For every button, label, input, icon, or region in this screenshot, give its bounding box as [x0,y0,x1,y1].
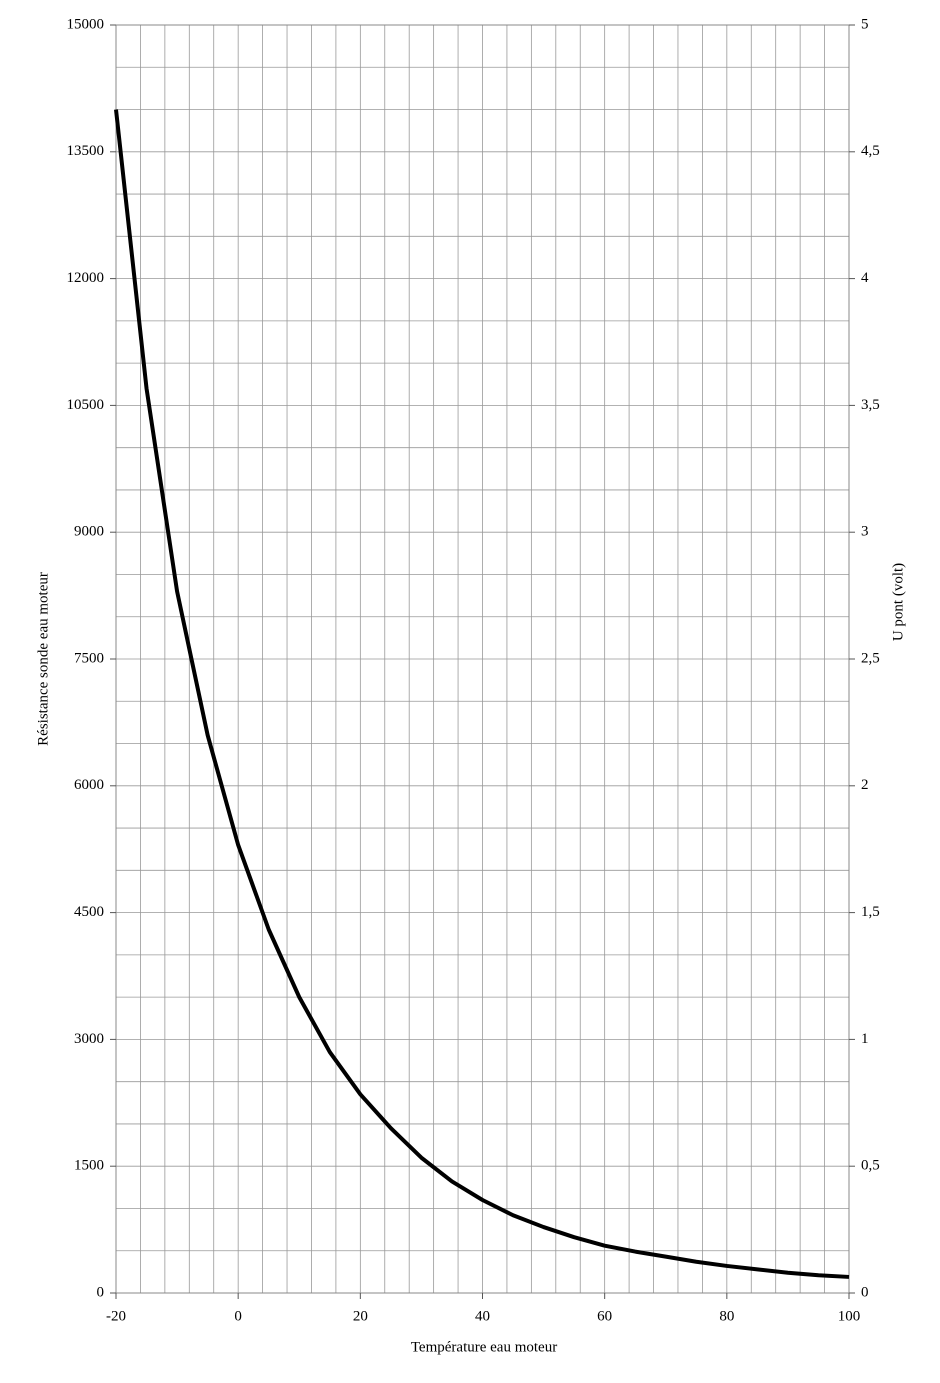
x-tick-label: 60 [597,1308,612,1324]
y-tick-label: 9000 [74,524,104,540]
y-tick-label: 1500 [74,1158,104,1174]
y2-tick-label: 2,5 [861,650,880,666]
y-tick-label: 0 [97,1284,105,1300]
y2-tick-label: 4 [861,270,869,286]
y2-tick-label: 0 [861,1284,869,1300]
x-tick-label: 0 [234,1308,242,1324]
y-tick-label: 13500 [67,143,105,159]
x-tick-label: 40 [475,1308,490,1324]
y-tick-label: 10500 [67,397,105,413]
y-tick-label: 15000 [67,16,105,32]
y-tick-label: 3000 [74,1031,104,1047]
y2-tick-label: 4,5 [861,143,880,159]
y2-tick-label: 1 [861,1031,869,1047]
y2-tick-label: 3 [861,524,869,540]
data-line [114,109,850,1279]
y2-tick-label: 3,5 [861,397,880,413]
y2-tick-label: 0,5 [861,1158,880,1174]
y-tick-label: 12000 [67,270,105,286]
y-tick-label: 6000 [74,777,104,793]
x-tick-label: 20 [353,1308,368,1324]
y2-tick-label: 2 [861,777,869,793]
y-tick-label: 7500 [74,650,104,666]
x-axis-label: Température eau moteur [411,1339,557,1355]
y2-tick-label: 1,5 [861,904,880,920]
y2-axis-label: U pont (volt) [890,563,906,641]
x-tick-label: 100 [838,1308,861,1324]
x-tick-label: -20 [106,1308,126,1324]
x-tick-label: 80 [719,1308,734,1324]
y-axis-label: Résistance sonde eau moteur [35,572,51,746]
y-tick-label: 4500 [74,904,104,920]
y2-tick-label: 5 [861,16,869,32]
